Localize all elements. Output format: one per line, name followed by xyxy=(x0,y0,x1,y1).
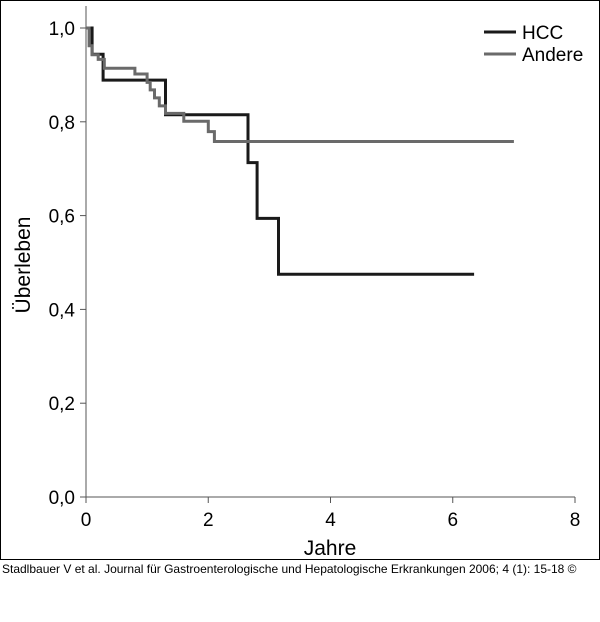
axes: 0 2 4 6 8 0,0 0,2 0,4 0,6 0,8 1,0 xyxy=(49,6,581,531)
x-tick-label: 2 xyxy=(203,510,214,531)
series-lines xyxy=(86,26,514,276)
survival-chart: 0 2 4 6 8 0,0 0,2 0,4 0,6 0,8 1,0 HCC Andere Jahre … xyxy=(0,0,600,560)
x-axis-title: Jahre xyxy=(304,537,357,560)
y-tick-label: 0,0 xyxy=(49,488,75,509)
x-tick-label: 6 xyxy=(447,510,458,531)
plot-frame xyxy=(0,0,600,560)
y-tick-label: 1,0 xyxy=(49,19,75,40)
source-citation: Stadlbauer V et al. Journal für Gastroen… xyxy=(2,562,577,576)
y-tick-label: 0,6 xyxy=(49,207,75,228)
y-tick-label: 0,8 xyxy=(49,113,75,134)
legend-label-hcc: HCC xyxy=(522,23,563,44)
y-tick-label: 0,2 xyxy=(49,394,75,415)
y-axis-title: Überleben xyxy=(12,217,35,314)
x-tick-label: 0 xyxy=(81,510,92,531)
y-tick-label: 0,4 xyxy=(49,300,76,321)
x-tick-label: 8 xyxy=(570,510,581,531)
series-line-andere xyxy=(86,26,514,143)
x-tick-label: 4 xyxy=(325,510,336,531)
legend-label-andere: Andere xyxy=(522,45,583,66)
